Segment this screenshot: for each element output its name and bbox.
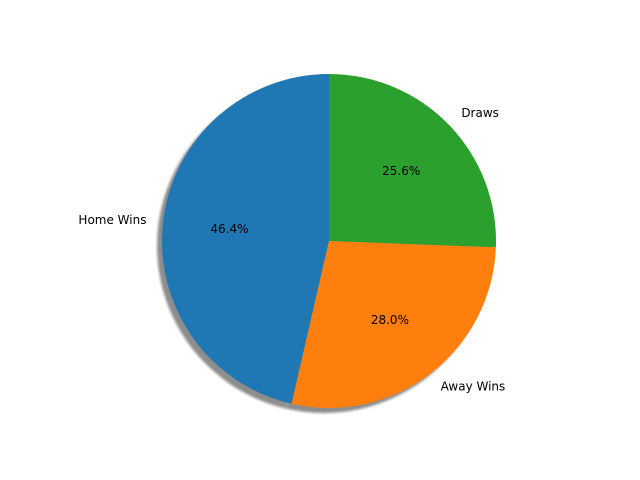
slice-percent-home-wins: 46.4%: [210, 222, 248, 236]
slice-label-draws: Draws: [461, 106, 499, 120]
pie-labels: Home Wins 46.4% Away Wins 28.0% Draws 25.6%: [78, 106, 505, 393]
pie-slices: [161, 74, 496, 409]
pie-slice-home-wins: [161, 74, 329, 404]
slice-label-home-wins: Home Wins: [78, 213, 146, 227]
slice-percent-draws: 25.6%: [382, 164, 420, 178]
slice-percent-away-wins: 28.0%: [371, 313, 409, 327]
slice-label-away-wins: Away Wins: [441, 379, 506, 393]
pie-slice-draws: [329, 74, 496, 248]
pie-slice-away-wins: [291, 241, 496, 409]
